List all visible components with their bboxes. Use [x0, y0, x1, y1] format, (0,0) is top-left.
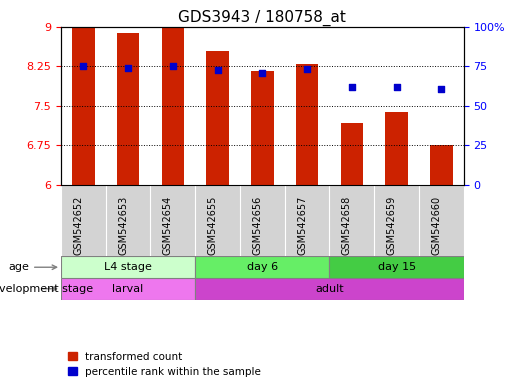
Text: GSM542653: GSM542653 [118, 195, 128, 255]
Text: L4 stage: L4 stage [104, 262, 152, 272]
Legend: transformed count, percentile rank within the sample: transformed count, percentile rank withi… [66, 349, 263, 379]
Text: GSM542655: GSM542655 [208, 195, 218, 255]
Bar [296, 64, 319, 185]
Bar [61, 257, 195, 278]
Bar [385, 112, 408, 185]
Point [303, 66, 311, 73]
Bar [162, 27, 184, 185]
Bar [195, 257, 330, 278]
Bar [117, 33, 139, 185]
Bar [195, 278, 464, 300]
Point [437, 86, 446, 92]
Point [124, 65, 132, 71]
Text: GSM542657: GSM542657 [297, 195, 307, 255]
Point [392, 84, 401, 90]
Bar [251, 71, 273, 185]
Text: GSM542652: GSM542652 [73, 195, 83, 255]
Text: day 15: day 15 [377, 262, 416, 272]
Bar [330, 257, 464, 278]
Bar [341, 123, 363, 185]
Point [348, 84, 356, 91]
Point [169, 63, 177, 70]
Text: age: age [8, 262, 57, 272]
Bar [430, 145, 453, 185]
Bar [61, 278, 195, 300]
Text: larval: larval [112, 284, 144, 294]
Text: GSM542654: GSM542654 [163, 195, 173, 255]
Text: GSM542660: GSM542660 [431, 195, 441, 255]
Text: GSM542658: GSM542658 [342, 195, 352, 255]
Text: GSM542659: GSM542659 [386, 195, 396, 255]
Text: development stage: development stage [0, 284, 93, 294]
Text: day 6: day 6 [247, 262, 278, 272]
Text: adult: adult [315, 284, 344, 294]
Point [214, 67, 222, 73]
Point [79, 63, 87, 70]
Bar [72, 27, 94, 185]
Title: GDS3943 / 180758_at: GDS3943 / 180758_at [179, 9, 346, 25]
Point [258, 70, 267, 76]
Text: GSM542656: GSM542656 [252, 195, 262, 255]
Bar [206, 51, 229, 185]
